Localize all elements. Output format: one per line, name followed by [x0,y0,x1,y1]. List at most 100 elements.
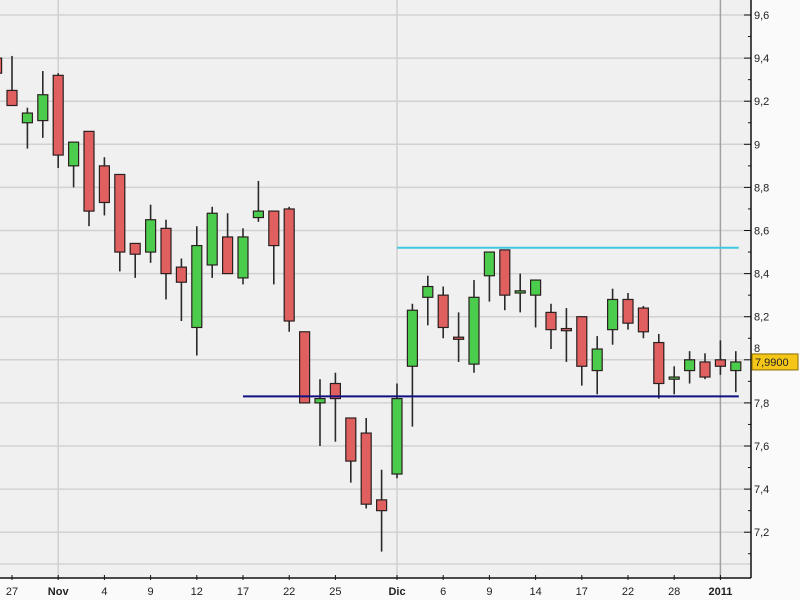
x-tick-label: 2011 [708,586,732,598]
candle-body-up [191,244,203,329]
candle [606,288,619,345]
candle-body-down [637,307,650,333]
candle [6,55,18,107]
candle [499,249,511,311]
candle [345,417,357,483]
candle-body-down [560,327,573,332]
candle [576,316,588,386]
candle-body-up [683,359,696,372]
x-tick-label: 17 [237,586,249,598]
candle-body-up [529,279,542,296]
candle-body-down [437,294,449,329]
candle-body-up [206,212,218,266]
candle [668,366,680,395]
candle-body-up [730,361,742,372]
x-tick-label: 22 [622,586,634,598]
candle [468,280,480,373]
candle-body-up [314,397,326,404]
candle-body-down [268,210,280,247]
y-tick-label: 7,4 [754,484,769,496]
candle-body-up [145,219,157,253]
candle-body-up [422,285,434,298]
candle [222,213,234,275]
x-tick-label: 6 [440,586,446,598]
candle [83,130,95,227]
x-tick-label: 12 [191,586,203,598]
y-tick-label: 8,2 [754,312,769,324]
candle [637,305,650,339]
candle-body-up [252,210,264,219]
candle [422,275,434,326]
candle-body-down [160,227,172,275]
candle-body-down [345,417,357,462]
candle-body-down [329,382,341,400]
last-price-label: 7,9900 [755,357,789,369]
candle [175,258,187,322]
candle [21,107,33,149]
candle-body-down [376,499,388,512]
candle [329,372,341,442]
candle [283,206,295,332]
candle-body-down [83,130,95,212]
candle-body-down [283,208,295,322]
candle [730,351,742,393]
y-tick-label: 8 [754,343,760,355]
candle [406,303,418,427]
x-tick-label: 9 [486,586,492,598]
candle [37,71,49,138]
candle [591,336,603,395]
candle-body-down [0,57,3,74]
candle [268,210,280,285]
y-tick-label: 9,2 [754,96,769,108]
candle [191,226,203,356]
candle-body-down [653,341,665,385]
candle [545,303,557,350]
candle [391,383,403,479]
candle [699,353,711,380]
x-tick-label: 17 [576,586,588,598]
candle [52,73,64,169]
candle-body-up [468,296,480,365]
candle-body-down [453,336,465,340]
candle [376,469,388,552]
x-tick-label: 28 [668,586,680,598]
candle [453,312,465,362]
y-tick-label: 9 [754,139,760,151]
x-tick-label: 14 [529,586,541,598]
candle-body-up [514,290,526,294]
candle-body-up [237,236,249,279]
candle-body-down [222,236,234,275]
candle-body-up [406,309,418,367]
y-tick-label: 8,4 [754,269,769,281]
y-tick-label: 9,4 [754,53,769,65]
x-tick-label: Nov [48,586,70,598]
candle-body-down [622,298,634,324]
candle-body-down [360,432,372,505]
y-tick-label: 9,6 [754,10,769,22]
candle [145,204,157,263]
x-tick-label: 27 [6,586,18,598]
candle-body-down [6,89,18,107]
candle-body-down [699,361,711,378]
candle-body-down [98,165,111,204]
y-tick-label: 7,8 [754,398,769,410]
candle-body-down [299,331,311,404]
candle [653,333,665,399]
candle [437,286,449,339]
candle-body-up [606,298,619,331]
candle [714,340,727,375]
candle-body-up [67,141,80,167]
candle-body-down [499,249,511,296]
candle-body-up [21,112,33,124]
candle [0,57,3,74]
x-tick-label: 4 [101,586,107,598]
x-tick-label: Dic [388,586,405,598]
candle-body-down [545,311,557,331]
candle [252,180,264,222]
x-tick-label: 22 [283,586,295,598]
x-tick-label: 9 [148,586,154,598]
plot-area [0,0,751,578]
y-tick-label: 7,6 [754,441,769,453]
